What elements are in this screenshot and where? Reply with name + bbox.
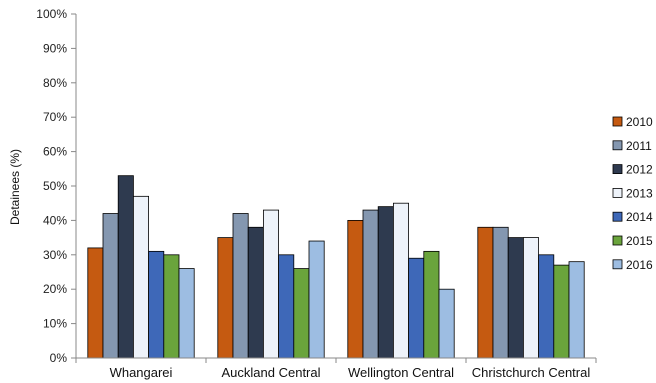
- bar-2016: [308, 240, 325, 359]
- y-tick-label: 60%: [43, 145, 67, 159]
- bar-2010: [217, 237, 234, 359]
- bar-2013: [392, 202, 409, 359]
- bar-2013: [523, 237, 540, 359]
- bar-2013: [132, 195, 149, 359]
- bar-2015: [163, 254, 180, 359]
- y-tick-label: 80%: [43, 76, 67, 90]
- legend-label: 2016: [626, 258, 653, 272]
- legend-label: 2011: [626, 139, 652, 153]
- y-tick-label: 0%: [50, 351, 68, 365]
- bar-2012: [117, 175, 134, 359]
- bar-2011: [362, 209, 379, 359]
- bar-2016: [178, 268, 195, 359]
- y-tick-label: 70%: [43, 110, 67, 124]
- bar-2015: [553, 264, 570, 359]
- bar-2011: [232, 213, 249, 359]
- x-axis-categories: Whangarei Auckland Central Wellington Cent…: [110, 365, 591, 380]
- legend-swatch-2010: [612, 116, 623, 127]
- bar-2014: [538, 254, 555, 359]
- category-label: Auckland Central: [222, 365, 321, 380]
- bars: [87, 175, 585, 359]
- legend-swatch-2011: [612, 140, 623, 151]
- bar-2013: [262, 209, 279, 359]
- bar-2012: [507, 237, 524, 359]
- y-tick-label: 20%: [43, 282, 67, 296]
- bar-2015: [293, 268, 310, 359]
- bar-2011: [102, 213, 119, 359]
- bar-2016: [568, 261, 585, 359]
- y-tick-label: 100%: [36, 7, 67, 21]
- axes: [75, 14, 597, 363]
- bar-2016: [438, 288, 455, 359]
- legend-label: 2013: [626, 186, 653, 200]
- legend-swatch-2012: [612, 164, 623, 175]
- y-tick-label: 30%: [43, 248, 67, 262]
- y-tick-label: 10%: [43, 317, 67, 331]
- bar-2014: [278, 254, 295, 359]
- legend-swatch-2015: [612, 235, 623, 246]
- bar-2010: [87, 247, 104, 359]
- category-label: Christchurch Central: [472, 365, 591, 380]
- bar-2011: [492, 226, 509, 359]
- legend-swatch-2014: [612, 211, 623, 222]
- legend-label: 2010: [626, 115, 653, 129]
- legend-swatch-2013: [612, 187, 623, 198]
- legend-label: 2015: [626, 234, 653, 248]
- bar-2012: [377, 206, 394, 359]
- bar-2010: [477, 226, 494, 359]
- y-axis-title: Detainees (%): [8, 149, 22, 225]
- bar-2015: [423, 250, 440, 359]
- y-tick-label: 90%: [43, 41, 67, 55]
- legend: 2010 2011 2012 2013 2014 2015 2016: [612, 115, 653, 272]
- category-label: Wellington Central: [348, 365, 454, 380]
- legend-label: 2012: [626, 163, 653, 177]
- y-axis-ticks: 0% 10% 20% 30% 40% 50% 60% 70% 80% 90% 100%: [36, 7, 76, 365]
- bar-2010: [347, 219, 364, 359]
- bar-2014: [148, 250, 165, 359]
- bar-2014: [408, 257, 425, 359]
- category-label: Whangarei: [110, 365, 173, 380]
- bar-2012: [247, 226, 264, 359]
- legend-label: 2014: [626, 210, 653, 224]
- y-tick-label: 50%: [43, 179, 67, 193]
- y-tick-label: 40%: [43, 213, 67, 227]
- legend-swatch-2016: [612, 259, 623, 270]
